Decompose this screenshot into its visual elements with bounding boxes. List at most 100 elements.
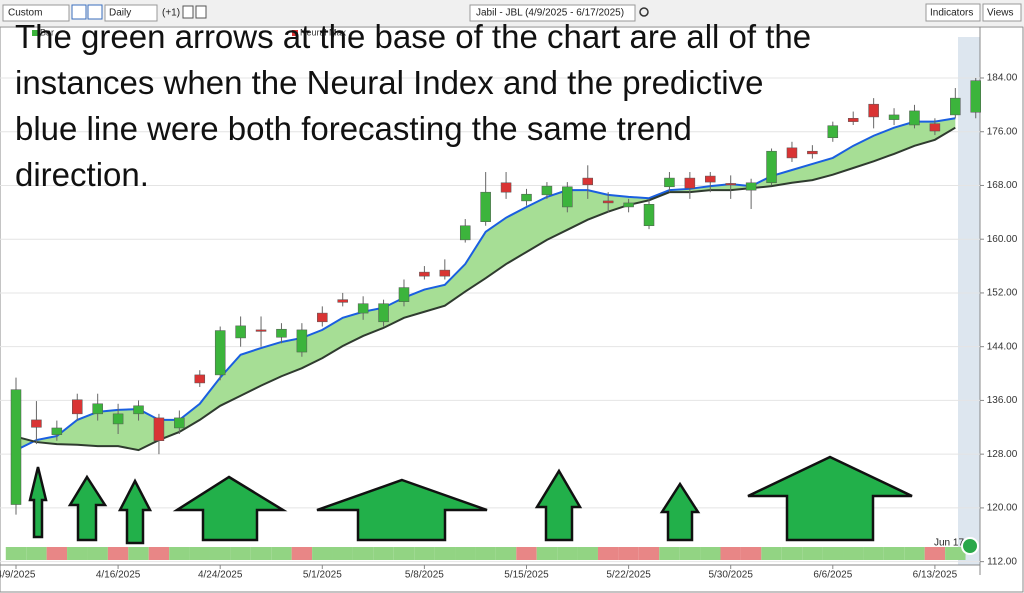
indicators-button[interactable] — [925, 3, 981, 22]
candle-body — [888, 114, 900, 120]
candle-body — [786, 147, 798, 159]
neural-index-cell — [781, 547, 803, 560]
search-icon[interactable] — [639, 7, 649, 17]
candle-body — [664, 177, 675, 188]
candle-body — [725, 183, 736, 186]
neural-index-cell — [209, 547, 231, 560]
indicators: Indicators — [930, 8, 973, 19]
neural-index-cell — [26, 547, 47, 560]
neural-index-cell — [883, 547, 905, 560]
price-badge[interactable] — [961, 537, 979, 555]
candle-body — [10, 389, 22, 505]
neural-index-cell — [577, 547, 598, 560]
neural-index-cell — [720, 547, 741, 560]
neural-index-cell — [46, 547, 68, 560]
neural-index-cell — [475, 547, 496, 560]
views-button[interactable] — [982, 3, 1022, 22]
frame — [0, 26, 1024, 593]
offset-plus[interactable] — [182, 5, 194, 19]
x-tick-label: 6/6/2025 — [813, 570, 852, 581]
neural-index-cell — [638, 547, 660, 560]
candle-body — [255, 329, 267, 332]
offset-minus[interactable] — [195, 5, 207, 19]
y-tick-label: 184.00 — [987, 73, 1018, 84]
x-tick-label: 5/22/2025 — [606, 570, 651, 581]
y-tick-label: 168.00 — [987, 180, 1018, 191]
candle-body — [868, 103, 879, 118]
line — [15, 126, 956, 452]
neural-index-cell — [373, 547, 394, 560]
arrow — [659, 481, 701, 542]
candle-body — [623, 202, 634, 208]
candle-body — [684, 177, 696, 189]
neural-index-cell — [924, 547, 946, 560]
annotation-line: blue line were both forecasting the same… — [15, 110, 692, 147]
candle-body — [398, 287, 410, 302]
neural-index-cell — [761, 547, 782, 560]
candle-body — [541, 185, 553, 196]
x-tick-label: 5/8/2025 — [405, 570, 444, 581]
arrow — [316, 478, 488, 542]
neural-index-cell — [516, 547, 537, 560]
interval-select[interactable] — [104, 4, 158, 22]
neural-index-cell — [802, 547, 823, 560]
candle-body — [31, 419, 42, 428]
candle-body — [235, 325, 246, 339]
candle-body — [643, 204, 655, 227]
candle-body — [909, 110, 920, 126]
candle-body — [847, 118, 859, 122]
neural-index-cell — [169, 547, 190, 560]
neural-index-cell — [189, 547, 210, 560]
offset: (+1) — [162, 8, 180, 19]
candle-body — [582, 177, 594, 186]
symbol-box[interactable] — [469, 4, 636, 22]
neural-index-cell — [5, 547, 27, 560]
candle-body — [970, 80, 981, 113]
candle-body — [296, 329, 308, 353]
current-highlight — [958, 37, 980, 565]
arrow — [172, 475, 288, 542]
x-tick-label: 4/9/2025 — [0, 570, 36, 581]
y-tick-label: 112.00 — [987, 556, 1017, 567]
period-select[interactable] — [2, 4, 70, 22]
x-tick-label: 4/16/2025 — [96, 570, 141, 581]
neural-index-cell — [679, 547, 701, 560]
zoom-out[interactable] — [87, 4, 103, 20]
neural-index-cell — [250, 547, 272, 560]
neural-index-cell — [659, 547, 680, 560]
candle-body — [112, 413, 124, 425]
y-tick-label: 152.00 — [987, 288, 1018, 299]
candle-body — [929, 123, 941, 132]
neural-index-cell — [904, 547, 925, 560]
candle-body — [439, 269, 451, 277]
neural-index-cell — [557, 547, 578, 560]
candle-body — [276, 328, 287, 338]
zoom-in[interactable] — [71, 4, 87, 20]
neural-index-cell — [434, 547, 456, 560]
neural-index-cell — [700, 547, 721, 560]
candle-body — [705, 175, 716, 183]
candle-body — [950, 97, 961, 116]
annotation-line: instances when the Neural Index and the … — [15, 64, 763, 101]
candle-body — [92, 403, 103, 415]
candle-body — [745, 182, 757, 191]
y-tick-label: 160.00 — [987, 234, 1018, 245]
arrow — [534, 468, 583, 542]
neural-index-cell — [230, 547, 251, 560]
neural-index-cell — [495, 547, 517, 560]
neural-index-cell — [67, 547, 88, 560]
x-tick-label: 6/13/2025 — [913, 570, 958, 581]
arrow — [28, 466, 48, 539]
y-tick-label: 144.00 — [987, 341, 1018, 352]
candle-body — [174, 417, 185, 429]
legend-label: Neural Max — [300, 27, 347, 37]
neural-index-cell — [863, 547, 884, 560]
x-tick-label: 5/15/2025 — [504, 570, 549, 581]
legend-marker — [292, 30, 298, 36]
candle-body — [317, 312, 328, 323]
candle-body — [133, 405, 144, 415]
candle-body — [378, 303, 389, 323]
candle-body — [357, 303, 369, 314]
neural-index-cell — [107, 547, 129, 560]
y-tick-label: 120.00 — [987, 503, 1018, 514]
